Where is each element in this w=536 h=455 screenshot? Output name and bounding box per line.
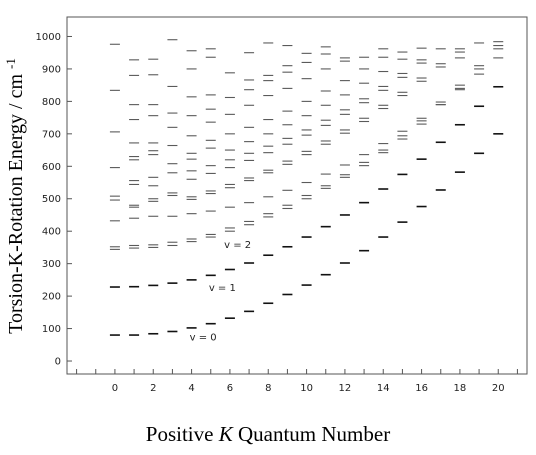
y-axis-label-text: Torsion-K-Rotation Energy / cm [5,74,27,334]
x-tick-label: 18 [454,383,467,394]
y-tick-label: 700 [42,129,61,140]
y-tick-label: 1000 [36,32,61,43]
x-tick-label: 8 [265,383,271,394]
state-annotation: v = 1 [209,283,236,294]
y-tick-label: 900 [42,64,61,75]
x-axis-label-suffix: Quantum Number [232,422,391,446]
x-tick-label: 4 [188,383,194,394]
x-tick-label: 14 [377,383,390,394]
x-tick-label: 12 [339,383,352,394]
state-annotation: v = 2 [224,240,251,251]
y-axis-label-sup: -1 [3,58,18,69]
x-axis-label-prefix: Positive [145,422,219,446]
state-annotation: v = 0 [190,333,217,344]
y-tick-label: 500 [42,194,61,205]
y-tick-label: 800 [42,97,61,108]
x-axis-label-italic: K [218,422,233,446]
y-tick-label: 400 [42,227,61,238]
y-axis-ticks: 0 100 200 300 400 500 600 700 800 900 1000 [36,32,72,368]
x-tick-label: 10 [300,383,313,394]
y-axis-label: Torsion-K-Rotation Energy / cm -1 [3,58,28,334]
y-tick-label: 600 [42,162,61,173]
y-tick-label: 200 [42,292,61,303]
y-tick-label: 300 [42,259,61,270]
x-tick-label: 0 [112,383,118,394]
plot-frame [66,16,528,375]
state-annotations: v = 0 v = 1 v = 2 [190,240,252,343]
y-tick-label: 0 [55,357,61,368]
energy-level-marks [109,39,504,336]
x-axis-label: Positive K Quantum Number [0,422,536,447]
x-axis-ticks: 0 2 4 6 8 10 12 14 16 18 20 [76,369,518,394]
x-tick-label: 2 [150,383,156,394]
x-tick-label: 6 [227,383,233,394]
y-tick-label: 100 [42,324,61,335]
x-tick-label: 16 [415,383,428,394]
x-tick-label: 20 [492,383,505,394]
